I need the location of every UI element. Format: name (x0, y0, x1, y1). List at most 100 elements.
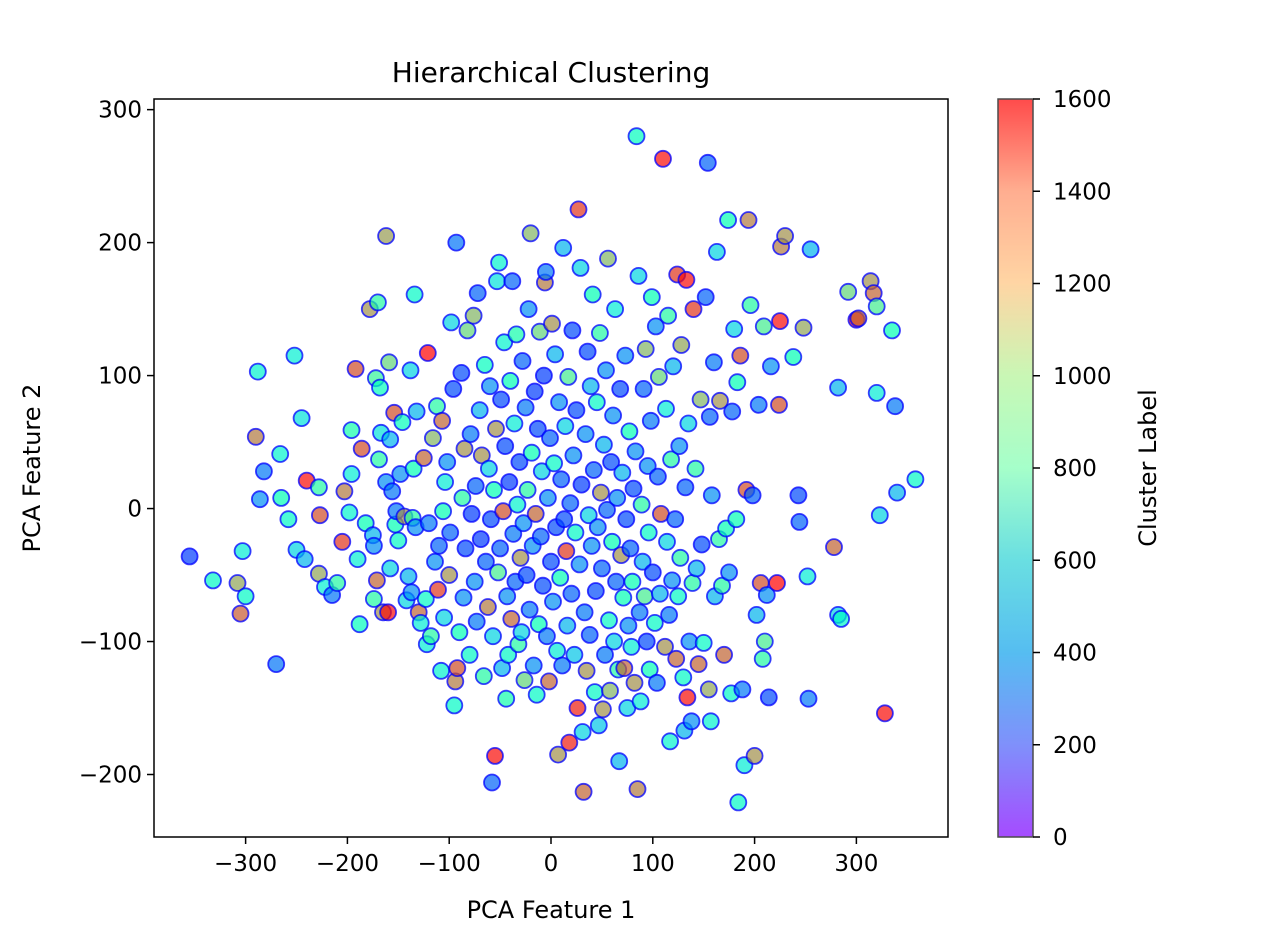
scatter-point (876, 704, 894, 723)
scatter-point (621, 539, 640, 558)
scatter-point (490, 253, 509, 272)
scatter-point (350, 615, 369, 634)
scatter-point (531, 527, 550, 546)
scatter-point (309, 478, 328, 497)
scatter-point (377, 227, 396, 245)
scatter-point (643, 563, 662, 582)
scatter-point (429, 580, 447, 599)
chart-title: Hierarchical Clustering (392, 56, 710, 89)
scatter-point (541, 429, 559, 448)
scatter-point (488, 272, 506, 291)
scatter-point (489, 563, 508, 582)
scatter-point (571, 258, 590, 277)
scatter-point (620, 422, 639, 441)
scatter-point (364, 590, 383, 608)
scatter-point (204, 571, 222, 590)
scatter-point (421, 627, 440, 646)
scatter-point (233, 542, 252, 560)
scatter-point (389, 531, 408, 550)
scatter-point (246, 427, 265, 446)
scatter-point (346, 359, 365, 378)
scatter-point (565, 645, 584, 664)
x-tick-label: −100 (418, 851, 481, 877)
scatter-point (574, 782, 593, 801)
scatter-point (435, 608, 454, 627)
y-tick-label: 100 (98, 364, 142, 390)
colorbar-tick-label: 0 (1053, 825, 1068, 851)
scatter-point (499, 645, 518, 664)
scatter-point (401, 361, 420, 380)
scatter-point (474, 667, 493, 685)
y-tick-label: −200 (79, 763, 142, 789)
scatter-point (622, 637, 641, 656)
scatter-point (749, 395, 768, 414)
scatter-point (511, 548, 530, 567)
scatter-point (573, 723, 592, 741)
scatter-point (430, 536, 448, 555)
colorbar-tick-label: 800 (1053, 456, 1097, 482)
scatter-point (617, 510, 636, 529)
scatter-point (615, 659, 634, 677)
scatter-point (616, 346, 635, 365)
scatter-point (670, 437, 689, 456)
scatter-point (371, 378, 389, 397)
scatter-point (577, 661, 596, 680)
scatter-point (544, 592, 562, 611)
scatter-point (512, 623, 531, 642)
scatter-point (487, 419, 505, 438)
scatter-point (694, 634, 713, 652)
scatter-point (658, 532, 676, 551)
scatter-point (771, 312, 789, 331)
scatter-point (423, 429, 442, 448)
scatter-point (441, 523, 460, 542)
scatter-point (635, 587, 654, 606)
scatter-point (570, 555, 589, 574)
scatter-point (455, 439, 474, 458)
scatter-point (589, 716, 608, 735)
scatter-point (271, 445, 290, 463)
scatter-point (461, 425, 480, 444)
scatter-point (495, 333, 514, 352)
scatter-point (539, 488, 557, 507)
scatter-point (416, 590, 435, 608)
scatter-point (481, 510, 500, 529)
scatter-point (799, 689, 818, 708)
scatter-point (267, 655, 286, 673)
scatter-point (292, 409, 311, 428)
y-tick-label: −100 (79, 630, 142, 656)
scatter-point (352, 439, 371, 458)
scatter-point (468, 284, 487, 303)
scatter-point (723, 402, 742, 421)
scatter-point (587, 393, 606, 412)
scatter-point (414, 449, 433, 467)
scatter-point (526, 505, 545, 523)
scatter-point (720, 563, 738, 582)
scatter-point (731, 346, 750, 365)
scatter-point (285, 346, 304, 365)
x-axis-ticks: −300 −200 −100 0 100 200 300 (214, 837, 878, 877)
scatter-point (631, 692, 650, 711)
scatter-point (399, 567, 418, 586)
scatter-point (569, 200, 588, 219)
scatter-point (654, 149, 672, 168)
scatter-point (886, 397, 904, 416)
scatter-point (496, 437, 515, 456)
scatter-point (583, 285, 602, 304)
scatter-point (753, 649, 772, 668)
scatter-point (601, 681, 619, 700)
scatter-point (555, 510, 574, 529)
scatter-point (651, 584, 669, 603)
scatter-point (491, 539, 510, 558)
scatter-point (711, 391, 729, 410)
scatter-point (407, 402, 426, 421)
scatter-point (678, 688, 697, 707)
scatter-point (725, 320, 744, 338)
scatter-point (580, 626, 599, 644)
scatter-point (661, 732, 679, 751)
scatter-point (646, 317, 665, 336)
scatter-point (250, 490, 269, 509)
scatter-point (542, 552, 560, 571)
scatter-point (634, 379, 653, 398)
scatter-point (745, 747, 764, 765)
scatter-point (870, 506, 889, 525)
